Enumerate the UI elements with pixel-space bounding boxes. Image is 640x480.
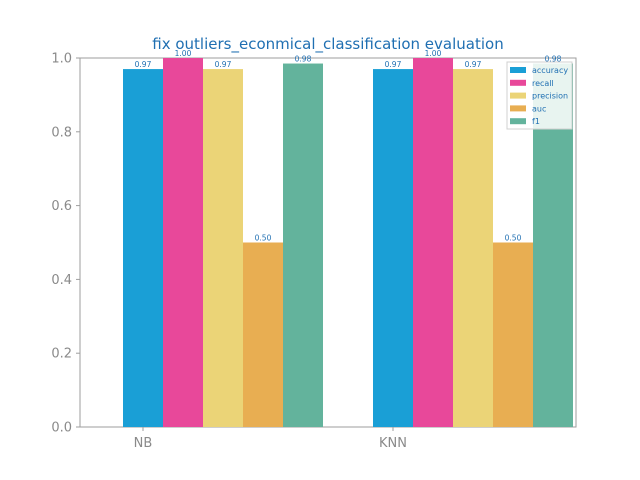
data-label-recall-nb: 1.00 — [175, 49, 192, 58]
data-label-recall-knn: 1.00 — [425, 49, 442, 58]
bar-accuracy-knn — [373, 69, 413, 427]
y-tick-label: 0.4 — [51, 273, 72, 288]
axes: 0.0 0.2 0.4 0.6 0.8 1.0 NB KNN — [51, 52, 577, 451]
bar-accuracy-nb — [123, 69, 163, 427]
legend-swatch-accuracy — [510, 67, 526, 73]
bar-f1-nb — [283, 63, 323, 427]
y-tick-label: 0.0 — [51, 421, 72, 436]
x-tick-label: KNN — [379, 436, 407, 451]
bar-auc-nb — [243, 242, 283, 427]
bar-recall-nb — [163, 58, 203, 427]
data-label-f1-nb: 0.98 — [295, 55, 312, 64]
data-label-precision-nb: 0.97 — [215, 60, 232, 69]
y-tick-label: 0.8 — [51, 125, 72, 140]
data-label-auc-nb: 0.50 — [255, 234, 272, 243]
legend-label-auc: auc — [532, 104, 546, 113]
legend-swatch-precision — [510, 92, 526, 99]
legend-label-f1: f1 — [532, 117, 540, 126]
y-tick-label: 0.2 — [51, 347, 72, 362]
legend-swatch-f1 — [510, 118, 526, 125]
bar-precision-nb — [203, 69, 243, 427]
data-label-f1-knn: 0.98 — [545, 55, 562, 64]
legend-label-precision: precision — [532, 92, 568, 101]
legend-label-accuracy: accuracy — [532, 66, 568, 75]
data-labels-group: 0.97 1.00 0.97 0.50 0.98 0.97 1.00 0.97 0.50 0.98 — [135, 49, 562, 243]
data-label-accuracy-nb: 0.97 — [135, 60, 152, 69]
y-tick-label: 0.6 — [51, 199, 72, 214]
legend-swatch-recall — [510, 79, 526, 86]
chart-title: fix outliers_econmical_classification ev… — [152, 35, 503, 54]
legend-label-recall: recall — [532, 79, 554, 88]
data-label-accuracy-knn: 0.97 — [385, 60, 402, 69]
bar-auc-knn — [493, 242, 533, 427]
bar-recall-knn — [413, 58, 453, 427]
data-label-auc-knn: 0.50 — [505, 234, 522, 243]
bar-precision-knn — [453, 69, 493, 427]
legend: accuracy recall precision auc f1 — [506, 61, 573, 130]
plot-frame — [79, 57, 577, 428]
legend-swatch-auc — [510, 105, 526, 112]
data-label-precision-knn: 0.97 — [465, 60, 482, 69]
x-tick-label: NB — [134, 436, 153, 451]
bars-group — [123, 58, 573, 427]
y-tick-label: 1.0 — [51, 52, 72, 67]
